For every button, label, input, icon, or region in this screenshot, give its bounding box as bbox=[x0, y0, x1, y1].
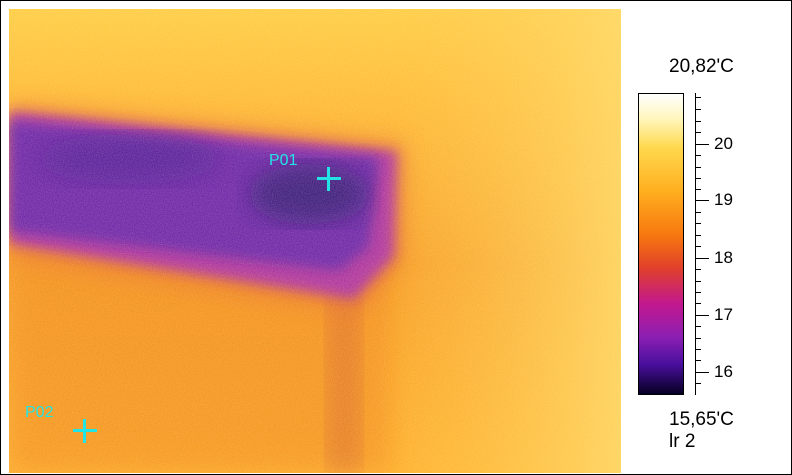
marker-p01-label: P01 bbox=[269, 152, 298, 169]
scale-tick-minor bbox=[695, 178, 701, 179]
scale-tick-minor bbox=[695, 155, 701, 156]
scale-tick-minor bbox=[695, 338, 701, 339]
scale-tick-minor bbox=[695, 235, 701, 236]
scale-tick-major bbox=[695, 144, 709, 145]
scale-tick-minor bbox=[695, 246, 701, 247]
scale-tick-major bbox=[695, 200, 709, 201]
scale-image-id-label: lr 2 bbox=[669, 431, 696, 452]
scale-tick-minor bbox=[695, 303, 701, 304]
marker-p02-label: P02 bbox=[25, 404, 54, 421]
scale-tick-minor bbox=[695, 281, 701, 282]
scale-tick-label: 17 bbox=[714, 305, 733, 324]
scale-tick-minor bbox=[695, 121, 701, 122]
scale-tick-major bbox=[695, 258, 709, 259]
scale-max-label: 20,82'C bbox=[669, 56, 734, 77]
scale-tick-minor bbox=[695, 223, 701, 224]
scale-tick-minor bbox=[695, 167, 701, 168]
scale-tick-minor bbox=[695, 360, 701, 361]
scale-axis-line bbox=[695, 93, 696, 395]
scale-tick-label: 18 bbox=[714, 248, 733, 267]
scale-tick-label: 16 bbox=[714, 362, 733, 381]
scale-tick-label: 20 bbox=[714, 134, 733, 153]
scale-tick-minor bbox=[695, 292, 701, 293]
scale-tick-minor bbox=[695, 189, 701, 190]
scale-tick-minor bbox=[695, 97, 701, 98]
thermal-heatmap bbox=[9, 9, 621, 473]
scale-tick-major bbox=[695, 315, 709, 316]
scale-tick-major bbox=[695, 372, 709, 373]
scale-tick-minor bbox=[695, 326, 701, 327]
scale-tick-minor bbox=[695, 109, 701, 110]
scale-tick-label: 19 bbox=[714, 190, 733, 209]
marker-p02-crosshair-icon[interactable] bbox=[73, 419, 97, 443]
thermal-image: P01 P02 bbox=[9, 9, 621, 473]
scale-tick-minor bbox=[695, 132, 701, 133]
color-scale-bar bbox=[638, 93, 684, 395]
marker-p01-crosshair-icon[interactable] bbox=[317, 167, 341, 191]
scale-tick-minor bbox=[695, 269, 701, 270]
scale-tick-minor bbox=[695, 383, 701, 384]
scale-tick-minor bbox=[695, 349, 701, 350]
scale-tick-minor bbox=[695, 212, 701, 213]
scale-min-label: 15,65'C bbox=[669, 409, 734, 430]
